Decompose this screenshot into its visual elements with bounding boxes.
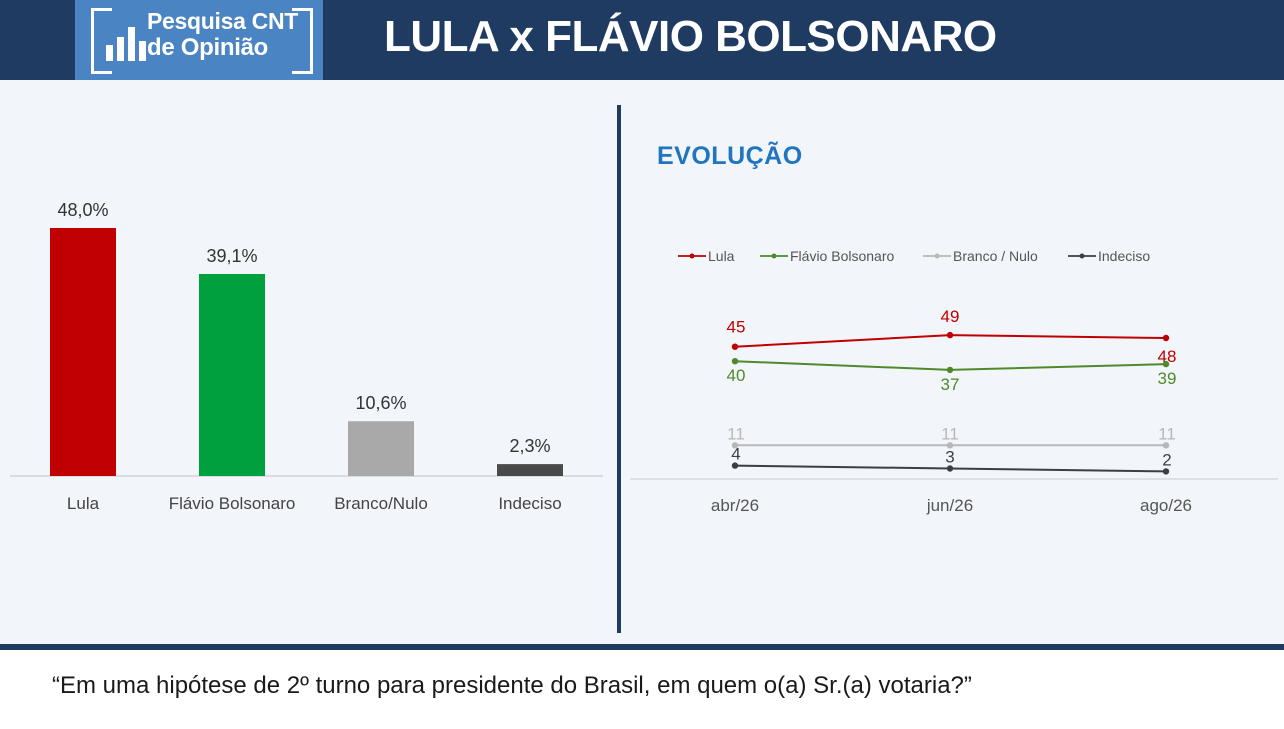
series-point — [731, 442, 739, 449]
logo-text-line2: de Opinião — [147, 34, 269, 61]
bar-value-label: 48,0% — [57, 200, 108, 220]
legend-label: Branco / Nulo — [953, 248, 1038, 264]
bar-value-label: 10,6% — [355, 393, 406, 413]
series-point — [1162, 442, 1170, 449]
bar-0 — [50, 228, 116, 476]
series-point — [946, 442, 954, 449]
series-point — [731, 343, 739, 350]
logo-bar-icon — [117, 37, 124, 61]
bar-2 — [348, 421, 414, 476]
series-point — [1162, 334, 1170, 342]
legend-marker — [771, 253, 777, 259]
logo-bar-icon — [106, 45, 113, 61]
bar-value-label: 39,1% — [206, 246, 257, 266]
bar-3 — [497, 464, 563, 476]
series-point — [946, 465, 954, 472]
x-tick-label: abr/26 — [711, 496, 759, 515]
series-data-label: 40 — [727, 366, 746, 385]
series-point — [1162, 360, 1170, 368]
series-point — [1162, 468, 1170, 475]
series-data-label: 39 — [1158, 369, 1177, 388]
series-data-label: 4 — [731, 445, 740, 464]
series-data-label: 3 — [945, 448, 954, 467]
series-data-label: 11 — [727, 424, 745, 443]
series-data-label: 45 — [727, 318, 746, 337]
bar-category-label: Flávio Bolsonaro — [169, 494, 296, 513]
series-data-label: 48 — [1158, 347, 1177, 366]
footer-divider — [0, 644, 1284, 650]
logo-frame — [91, 8, 313, 74]
logo-bar-icon — [128, 27, 135, 61]
legend-marker — [1079, 253, 1085, 259]
series-data-label: 11 — [941, 424, 959, 443]
legend-label: Lula — [708, 248, 735, 264]
logo: Pesquisa CNT de Opinião — [75, 0, 323, 82]
series-point — [946, 331, 954, 339]
bar-1 — [199, 273, 265, 476]
logo-bar-icon — [139, 41, 146, 61]
bar-value-label: 2,3% — [509, 436, 550, 456]
series-point — [731, 358, 739, 365]
x-tick-label: ago/26 — [1140, 496, 1192, 515]
logo-text-line1: Pesquisa CNT — [147, 8, 299, 34]
panel-divider — [617, 105, 621, 633]
survey-question: “Em uma hipótese de 2º turno para presid… — [52, 672, 972, 699]
series-data-label: 2 — [1162, 450, 1171, 469]
legend-marker — [689, 253, 695, 259]
series-data-label: 37 — [941, 375, 960, 394]
legend-marker — [934, 253, 940, 259]
bar-category-label: Branco/Nulo — [334, 494, 428, 513]
legend-label: Flávio Bolsonaro — [790, 248, 894, 264]
bar-category-label: Lula — [67, 494, 100, 513]
series-point — [731, 462, 739, 469]
page-title: LULA x FLÁVIO BOLSONARO — [384, 12, 997, 61]
evolution-title: EVOLUÇÃO — [657, 142, 803, 170]
bar-category-label: Indeciso — [498, 494, 561, 513]
x-tick-label: jun/26 — [926, 496, 973, 515]
series-data-label: 49 — [941, 307, 960, 326]
legend-label: Indeciso — [1098, 248, 1150, 264]
series-point — [946, 366, 954, 374]
series-data-label: 11 — [1158, 424, 1176, 443]
